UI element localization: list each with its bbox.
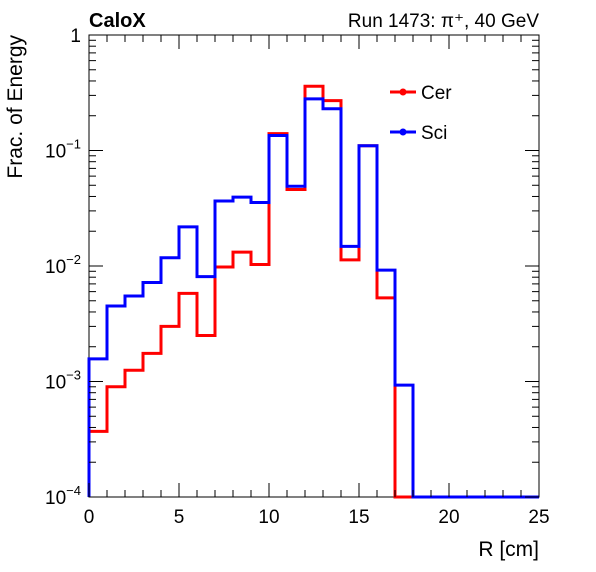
x-axis-label: R [cm] — [478, 538, 539, 561]
axis-layer: 0 5 10 15 20 25 10−4 10−3 10−2 10−1 1 — [45, 26, 550, 528]
y-tick-label: 10−3 — [45, 368, 81, 394]
series-layer — [87, 84, 539, 499]
y-axis-label: Frac. of Energy — [4, 35, 27, 179]
y-tick-label: 10−1 — [45, 137, 81, 163]
chart-title-left: CaloX — [89, 10, 146, 32]
y-tick-label: 10−4 — [45, 483, 81, 509]
y-tick-label: 10−2 — [45, 252, 81, 278]
x-tick-label: 20 — [438, 507, 459, 528]
x-tick-label: 25 — [528, 507, 549, 528]
legend: Cer Sci — [390, 83, 452, 144]
legend-marker-cer — [399, 88, 407, 96]
x-tick-label: 15 — [348, 507, 369, 528]
plot-frame — [88, 34, 540, 498]
legend-label-cer: Cer — [421, 83, 452, 104]
series-line-cer — [87, 84, 539, 499]
chart-title-right: Run 1473: π⁺, 40 GeV — [348, 11, 539, 32]
x-tick-label: 5 — [174, 507, 185, 528]
legend-marker-sci — [399, 128, 407, 136]
series-line-sci — [87, 97, 539, 499]
y-tick-label: 1 — [70, 26, 81, 47]
x-tick-label: 0 — [84, 507, 95, 528]
legend-label-sci: Sci — [421, 123, 447, 144]
x-tick-label: 10 — [258, 507, 279, 528]
